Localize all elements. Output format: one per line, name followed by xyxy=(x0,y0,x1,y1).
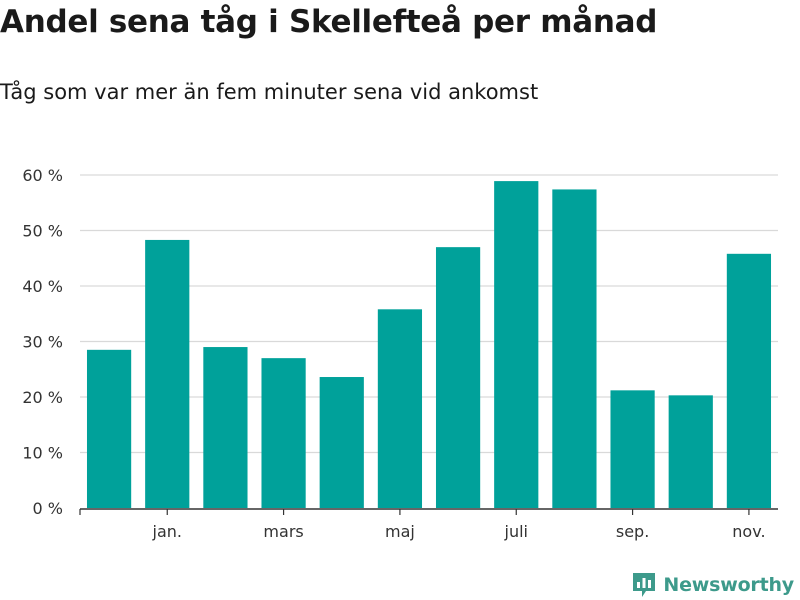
y-tick-label: 30 % xyxy=(22,333,63,352)
y-tick-label: 50 % xyxy=(22,222,63,241)
y-tick-label: 40 % xyxy=(22,277,63,296)
bar-aug xyxy=(552,189,597,508)
newsworthy-logo-icon xyxy=(633,573,656,597)
y-tick-label: 20 % xyxy=(22,388,63,407)
bar-dec xyxy=(86,349,132,508)
brand-logo: Newsworthy xyxy=(631,570,794,600)
bars xyxy=(86,181,772,509)
chart-subtitle: Tåg som var mer än fem minuter sena vid … xyxy=(0,80,539,104)
bar-maj xyxy=(377,309,423,508)
bar-mars xyxy=(261,358,306,508)
x-tick-label: maj xyxy=(385,522,415,541)
bar-juni xyxy=(435,247,481,508)
x-tick-label: juli xyxy=(504,522,528,541)
grid-lines xyxy=(80,174,778,454)
y-tick-label: 10 % xyxy=(22,444,63,463)
x-tick-label: jan. xyxy=(152,522,182,541)
x-axis-ticks: jan. mars maj juli sep. nov. xyxy=(79,509,766,541)
bar-nov xyxy=(726,253,772,508)
brand-name: Newsworthy xyxy=(663,574,794,596)
chart-title: Andel sena tåg i Skellefteå per månad xyxy=(0,4,658,40)
x-tick-label: mars xyxy=(263,522,303,541)
y-tick-label: 60 % xyxy=(22,166,63,185)
y-tick-label: 0 % xyxy=(33,499,63,518)
y-axis-ticks: 0 % 10 % 20 % 30 % 40 % 50 % 60 % xyxy=(22,166,63,518)
bar-sep xyxy=(610,390,655,508)
bar-feb xyxy=(203,347,248,508)
bar-okt xyxy=(668,395,713,508)
x-tick-label: nov. xyxy=(732,522,765,541)
x-tick-label: sep. xyxy=(616,522,649,541)
bar-apr xyxy=(319,377,364,508)
bar-jan xyxy=(145,239,190,508)
bar-juli xyxy=(494,181,539,509)
